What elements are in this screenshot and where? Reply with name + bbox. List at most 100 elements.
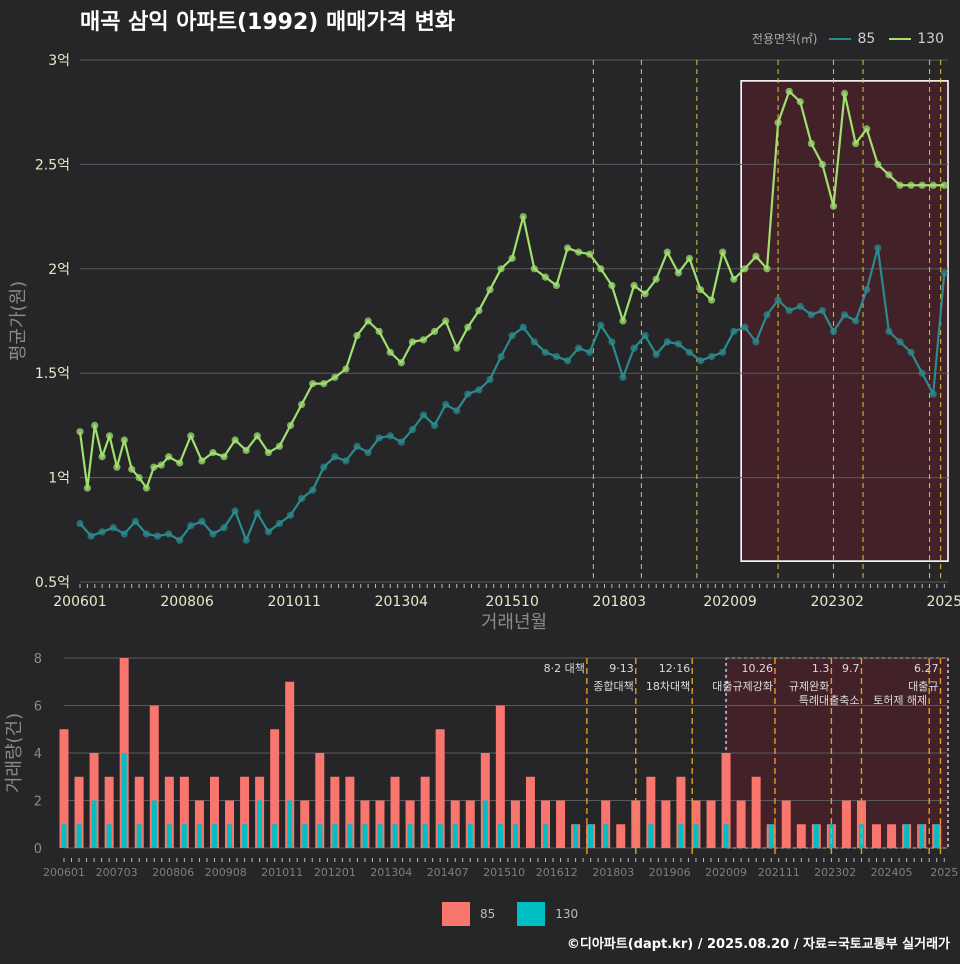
volume-bar-130	[76, 824, 82, 848]
volume-bar-130	[302, 824, 308, 848]
volume-bar-130	[482, 800, 488, 848]
volume-bar-130	[407, 824, 413, 848]
y-tick-label: 2억	[48, 262, 70, 278]
legend-label-130: 130	[917, 30, 944, 47]
volume-bar-130	[512, 824, 518, 848]
volume-bar-85	[330, 776, 340, 848]
volume-bar-85	[164, 776, 174, 848]
volume-bar-85	[104, 776, 114, 848]
volume-bar-130	[452, 824, 458, 848]
volume-x-tick-label: 201612	[536, 866, 578, 879]
policy-sublabel: 규제완화	[789, 680, 829, 693]
volume-bar-130	[136, 824, 142, 848]
volume-x-tick-label: 202405	[871, 866, 913, 879]
volume-x-tick-label: 201803	[592, 866, 634, 879]
volume-bar-130	[573, 824, 579, 848]
volume-bar-85	[646, 776, 656, 848]
volume-bar-85	[721, 753, 731, 848]
volume-y-tick-label: 2	[34, 795, 42, 810]
volume-bar-130	[858, 824, 864, 848]
volume-x-tick-label: 200806	[152, 866, 194, 879]
volume-bar-85	[209, 776, 219, 848]
x-tick-label: 200601	[53, 594, 106, 610]
volume-bar-85	[751, 776, 761, 848]
y-tick-label: 0.5억	[35, 575, 70, 591]
volume-y-tick-label: 0	[34, 842, 42, 857]
volume-bar-130	[332, 824, 338, 848]
volume-bar-130	[603, 824, 609, 848]
volume-y-tick-label: 8	[34, 652, 42, 667]
volume-bar-85	[149, 705, 159, 848]
volume-bar-85	[796, 824, 806, 848]
highlight-region	[740, 80, 949, 562]
volume-x-tick-label: 202111	[758, 866, 800, 879]
policy-sublabel: 특례대출축소	[799, 694, 860, 707]
volume-bar-85	[179, 776, 189, 848]
volume-bar-85	[240, 776, 250, 848]
price-line-130	[78, 90, 945, 490]
y-tick-label: 3억	[48, 53, 70, 69]
volume-bar-85	[495, 705, 505, 848]
volume-bar-85	[74, 776, 84, 848]
policy-label: 10.26	[741, 662, 773, 675]
volume-x-tick-label: 200601	[43, 866, 85, 879]
source-caption: ©디아파트(dapt.kr) / 2025.08.20 / 자료=국토교통부 실…	[566, 937, 950, 952]
volume-x-tick-label: 201906	[649, 866, 691, 879]
volume-bar-130	[61, 824, 67, 848]
volume-chart: 0 2 4 6 8 8·2 대책 9·13 종합대책 12·16 18차대책 10.26 대출규제강화…	[4, 652, 958, 879]
volume-y-axis-title: 거래량(건)	[4, 713, 25, 793]
policy-label: 9.7	[842, 662, 860, 675]
volume-bar-130	[934, 824, 940, 848]
volume-bar-130	[497, 824, 503, 848]
volume-bar-85	[676, 776, 686, 848]
volume-bar-85	[887, 824, 897, 848]
legend-box-label-85: 85	[480, 907, 496, 921]
legend-title: 전용면적(㎡)	[751, 32, 818, 46]
volume-bar-130	[768, 824, 774, 848]
policy-label: 6.27	[914, 662, 939, 675]
volume-bar-85	[706, 800, 716, 848]
policy-label: 8·2 대책	[544, 662, 585, 675]
y-axis-title: 평균가(원)	[8, 281, 29, 361]
volume-y-tick-label: 6	[34, 700, 42, 715]
volume-bar-130	[723, 824, 729, 848]
volume-bar-130	[166, 824, 172, 848]
x-tick-label: 201011	[268, 594, 321, 610]
legend-box-85	[442, 902, 470, 926]
volume-x-tick-label: 200908	[205, 866, 247, 879]
volume-bar-130	[151, 800, 157, 848]
volume-bar-130	[467, 824, 473, 848]
legend-box-130	[517, 902, 546, 926]
volume-y-tick-label: 4	[34, 747, 42, 762]
volume-bar-130	[678, 824, 684, 848]
area-legend: 전용면적(㎡) 85 130	[752, 30, 952, 47]
volume-x-tick-label: 201011	[261, 866, 303, 879]
volume-bar-130	[588, 824, 594, 848]
volume-bar-130	[287, 800, 293, 848]
volume-bar-130	[362, 824, 368, 848]
volume-bar-130	[211, 824, 217, 848]
policy-sublabel: 18차대책	[646, 680, 690, 693]
x-tick-label: 202302	[810, 594, 863, 610]
volume-bar-85	[525, 776, 535, 848]
volume-bar-130	[91, 800, 97, 848]
volume-bar-130	[904, 824, 910, 848]
chart-title: 매곡 삼익 아파트(1992) 매매가격 변화	[80, 10, 456, 35]
x-tick-label: 201510	[485, 594, 538, 610]
volume-bar-130	[813, 824, 819, 848]
volume-bar-85	[345, 776, 355, 848]
policy-sublabel: 종합대책	[593, 680, 633, 693]
volume-bar-130	[377, 824, 383, 848]
volume-bar-85	[556, 800, 566, 848]
volume-bar-130	[422, 824, 428, 848]
volume-bar-130	[919, 824, 925, 848]
volume-bar-130	[542, 824, 548, 848]
volume-x-tick-label: 201510	[483, 866, 525, 879]
volume-bar-85	[420, 776, 430, 848]
volume-bar-130	[828, 824, 834, 848]
volume-bar-130	[347, 824, 353, 848]
volume-x-tick-label: 201304	[370, 866, 412, 879]
volume-x-tick-label: 202009	[705, 866, 747, 879]
volume-x-tick-label: 201201	[314, 866, 356, 879]
